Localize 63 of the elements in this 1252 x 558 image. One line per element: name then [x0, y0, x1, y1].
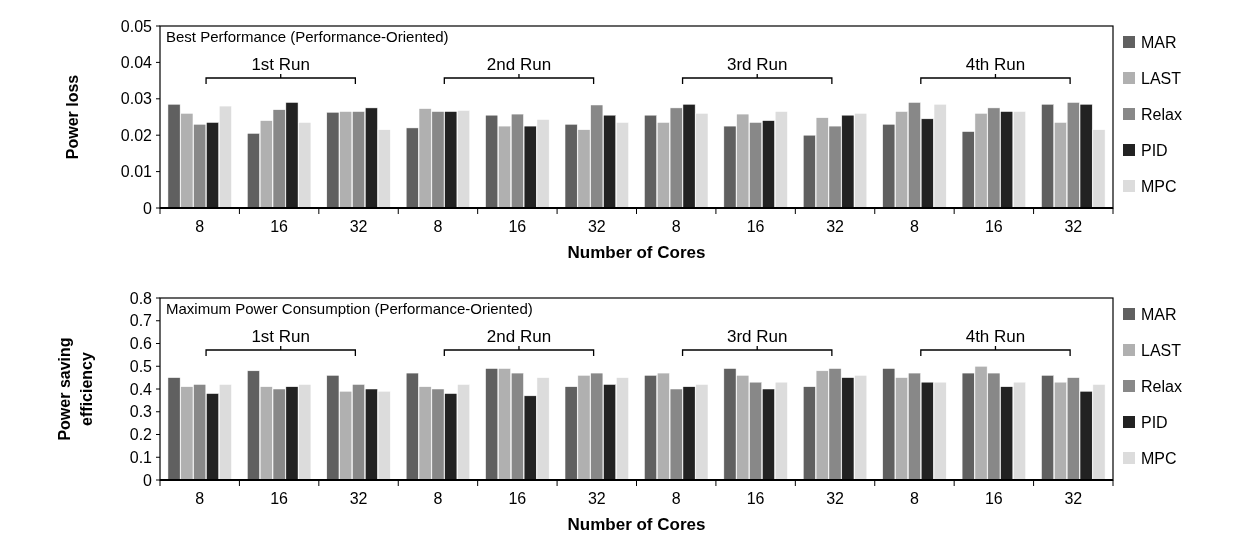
annotation: 3rd Run	[726, 55, 788, 74]
x-tick-label: 32	[349, 490, 368, 507]
legend-label: LAST	[1141, 69, 1182, 87]
y-tick-label: 0.02	[120, 126, 153, 144]
x-axis-title: Number of Cores	[567, 243, 706, 262]
y-axis-title: Power loss	[64, 74, 81, 160]
y-tick-label: 0.8	[129, 289, 153, 307]
y-tick-label: 0.01	[120, 163, 153, 181]
x-tick-label: 16	[746, 490, 765, 507]
y-tick-label: 0.05	[120, 17, 153, 35]
y-tick-label: 0.5	[129, 357, 153, 375]
x-tick-label: 32	[1064, 218, 1083, 235]
x-tick-label: 32	[349, 218, 368, 235]
legend-label: LAST	[1141, 341, 1182, 359]
x-tick-label: 8	[671, 490, 681, 507]
y-tick-label: 0.4	[129, 380, 153, 398]
x-tick-label: 32	[587, 218, 606, 235]
legend-label: Relax	[1141, 377, 1182, 395]
y-tick-label: 0	[143, 471, 153, 489]
legend-label: MPC	[1141, 177, 1177, 195]
x-tick-label: 8	[910, 490, 920, 507]
x-tick-label: 16	[270, 490, 289, 507]
x-tick-label: 16	[508, 218, 527, 235]
legend-label: MAR	[1141, 33, 1177, 51]
x-tick-label: 32	[1064, 490, 1083, 507]
annotation: 3rd Run	[726, 327, 788, 346]
y-tick-label: 0.1	[129, 448, 153, 466]
legend-label: PID	[1141, 413, 1168, 431]
legend-label: MPC	[1141, 449, 1177, 467]
x-tick-label: 16	[746, 218, 765, 235]
x-tick-label: 8	[433, 218, 443, 235]
x-tick-label: 32	[826, 490, 845, 507]
annotation: 4th Run	[965, 55, 1026, 74]
x-tick-label: 8	[195, 490, 205, 507]
x-tick-label: 8	[671, 218, 681, 235]
y-axis-title: Power saving efficiency	[56, 337, 95, 441]
x-tick-label: 16	[984, 218, 1003, 235]
annotation: 1st Run	[251, 327, 311, 346]
annotation: 4th Run	[965, 327, 1026, 346]
y-tick-label: 0.04	[120, 54, 153, 71]
x-axis-title: Number of Cores	[567, 515, 706, 534]
y-tick-label: 0.3	[129, 403, 153, 421]
x-tick-label: 32	[587, 490, 606, 507]
y-tick-label: 0.6	[129, 335, 153, 353]
legend-label: MAR	[1141, 305, 1177, 323]
x-tick-label: 16	[508, 490, 527, 507]
annotation: 2nd Run	[486, 327, 552, 346]
x-tick-label: 16	[270, 218, 289, 235]
x-tick-label: 8	[910, 218, 920, 235]
x-tick-label: 8	[195, 218, 205, 235]
y-tick-label: 0.2	[129, 426, 153, 444]
x-tick-label: 16	[984, 490, 1003, 507]
annotation: 1st Run	[251, 55, 311, 74]
x-tick-label: 32	[826, 218, 845, 235]
chart-title: Best Performance (Performance-Oriented)	[166, 28, 449, 45]
y-tick-label: 0.03	[120, 90, 153, 108]
legend-label: Relax	[1141, 105, 1182, 123]
y-tick-label: 0.7	[129, 312, 153, 330]
x-tick-label: 8	[433, 490, 443, 507]
annotation: 2nd Run	[486, 55, 552, 74]
legend-label: PID	[1141, 141, 1168, 159]
y-tick-label: 0	[143, 199, 153, 217]
chart-title: Maximum Power Consumption (Performance-Oriented)	[166, 300, 533, 317]
